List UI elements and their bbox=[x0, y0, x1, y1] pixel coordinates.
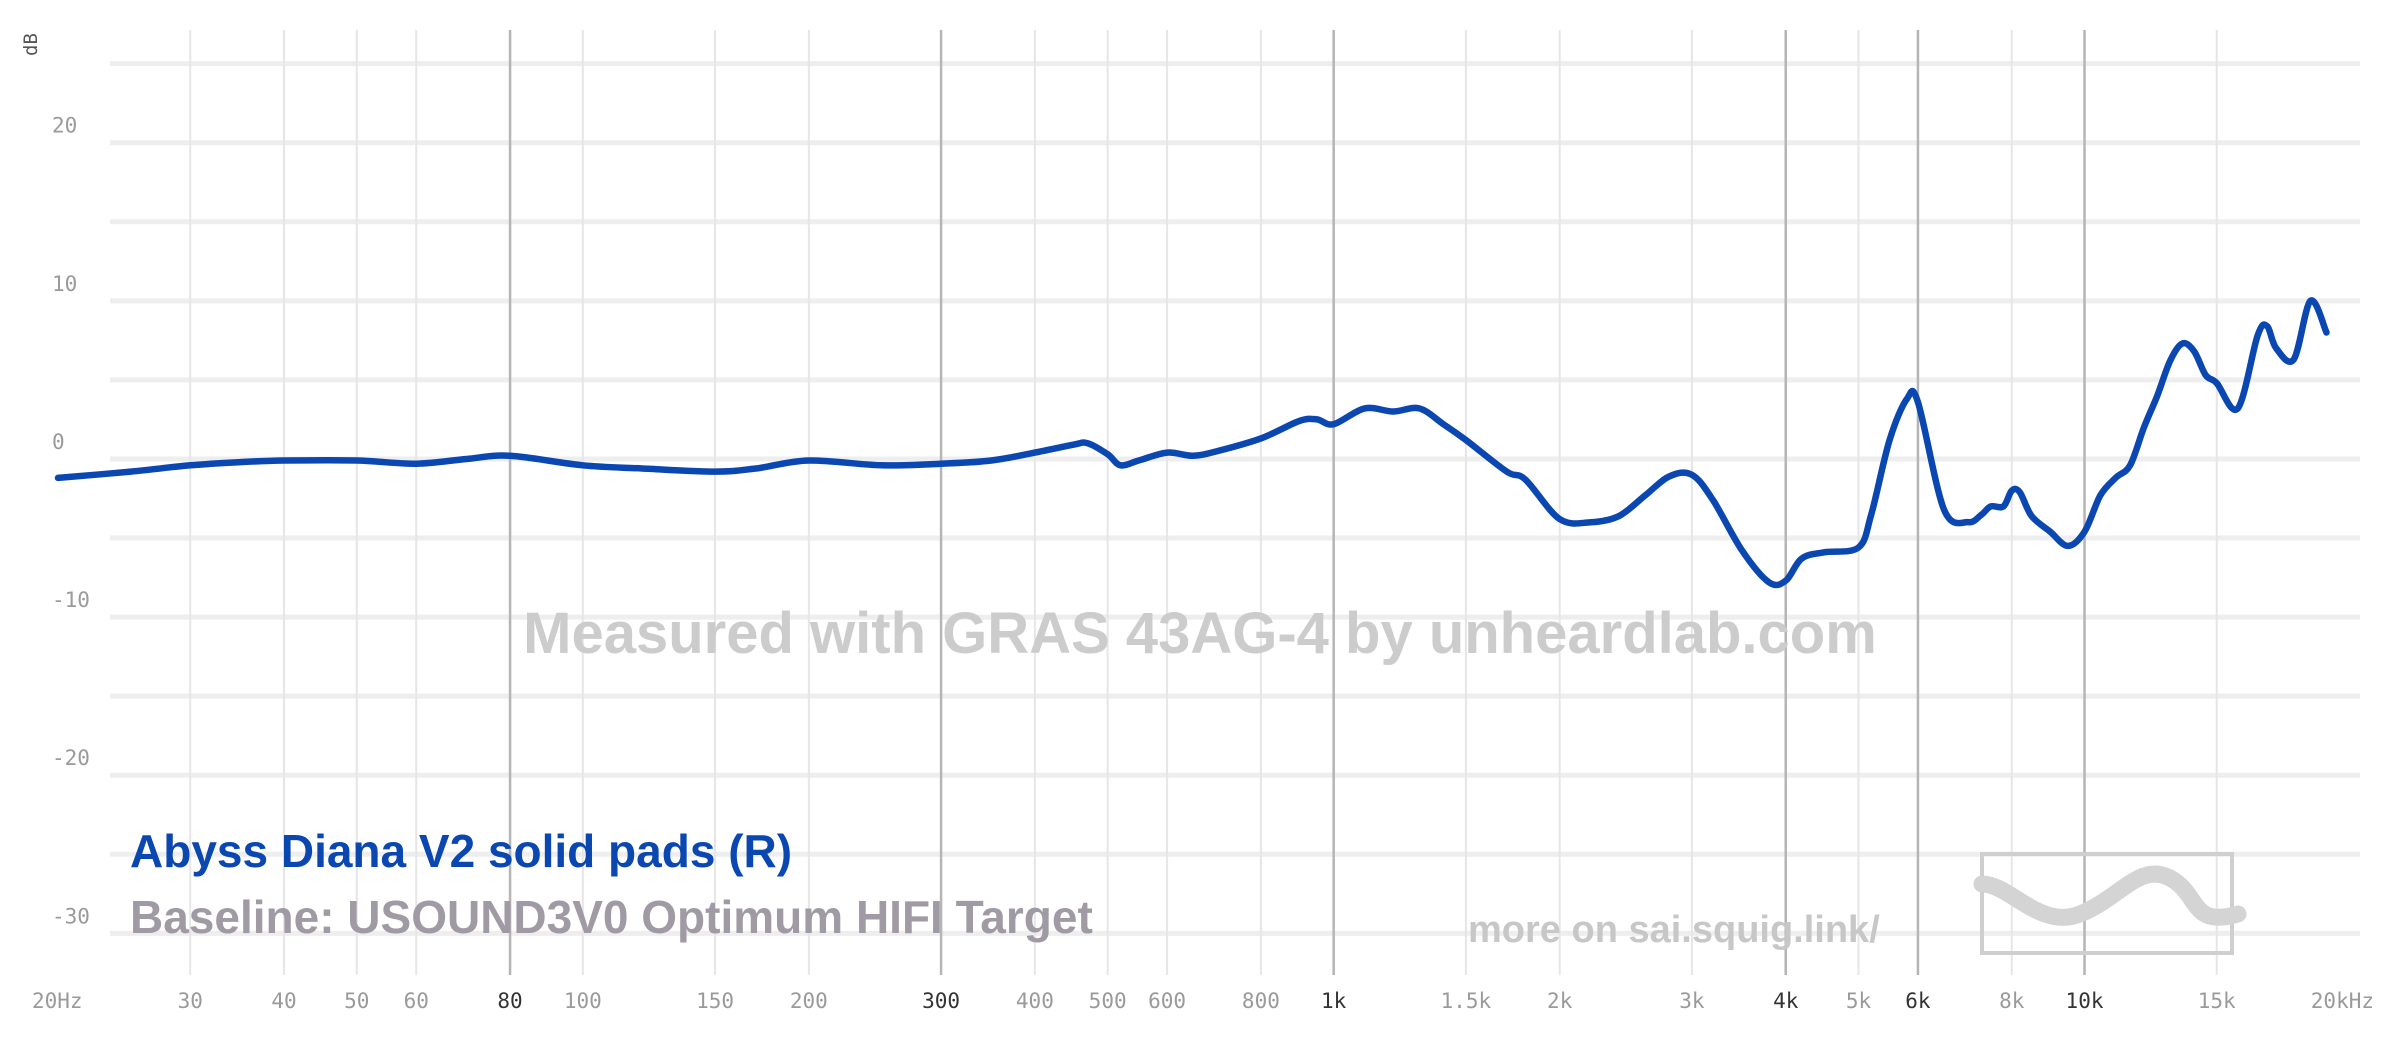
x-tick-label: 200 bbox=[790, 989, 828, 1013]
y-axis-label: dB bbox=[20, 33, 42, 56]
x-tick-label: 100 bbox=[564, 989, 602, 1013]
site-credit: more on sai.squig.link/ bbox=[1468, 909, 1880, 951]
x-tick-label: 2k bbox=[1547, 989, 1573, 1013]
x-tick-label: 4k bbox=[1773, 989, 1799, 1013]
x-axis-ticks: 20Hz 30 40 50 60 80 100 150 200 300 400 500 600 800 1k… bbox=[32, 989, 2374, 1013]
x-tick-label: 1.5k bbox=[1441, 989, 1492, 1013]
series-label-primary: Abyss Diana V2 solid pads (R) bbox=[130, 825, 792, 877]
x-tick-label: 60 bbox=[404, 989, 429, 1013]
y-tick-label: 0 bbox=[52, 430, 65, 454]
horizontal-gridlines bbox=[110, 61, 2360, 936]
x-tick-label: 40 bbox=[271, 989, 296, 1013]
measurement-watermark: Measured with GRAS 43AG-4 by unheardlab.… bbox=[523, 601, 1877, 666]
x-tick-label: 50 bbox=[344, 989, 369, 1013]
logo-frame bbox=[1980, 852, 2234, 955]
squig-logo bbox=[1973, 852, 2247, 955]
y-tick-label: -30 bbox=[52, 904, 90, 928]
y-tick-label: -20 bbox=[52, 746, 90, 770]
x-tick-label: 400 bbox=[1016, 989, 1054, 1013]
x-tick-label: 5k bbox=[1846, 989, 1872, 1013]
x-tick-label: 10k bbox=[2066, 989, 2104, 1013]
y-tick-label: 10 bbox=[52, 272, 77, 296]
x-tick-label: 300 bbox=[922, 989, 960, 1013]
y-axis-ticks: 20 10 0 -10 -20 -30 bbox=[52, 114, 90, 929]
x-tick-label: 6k bbox=[1905, 989, 1931, 1013]
y-tick-label: 20 bbox=[52, 114, 77, 138]
logo-wave bbox=[1973, 865, 2247, 926]
x-tick-label: 15k bbox=[2198, 989, 2236, 1013]
series-group bbox=[54, 297, 2330, 589]
y-tick-label: -10 bbox=[52, 588, 90, 612]
x-tick-label: 500 bbox=[1089, 989, 1127, 1013]
x-tick-label: 30 bbox=[178, 989, 203, 1013]
baseline-label: Baseline: USOUND3V0 Optimum HIFI Target bbox=[130, 891, 1093, 943]
series-line-0 bbox=[54, 297, 2330, 589]
x-tick-label: 600 bbox=[1148, 989, 1186, 1013]
x-tick-label: 80 bbox=[497, 989, 522, 1013]
vertical-gridlines bbox=[189, 30, 2218, 975]
x-tick-label: 800 bbox=[1242, 989, 1280, 1013]
x-tick-label: 1k bbox=[1321, 989, 1347, 1013]
x-tick-label: 150 bbox=[696, 989, 734, 1013]
x-tick-label: 8k bbox=[1999, 989, 2025, 1013]
x-tick-label: 20Hz bbox=[32, 989, 83, 1013]
x-tick-label: 3k bbox=[1679, 989, 1705, 1013]
x-tick-label: 20kHz bbox=[2311, 989, 2374, 1013]
